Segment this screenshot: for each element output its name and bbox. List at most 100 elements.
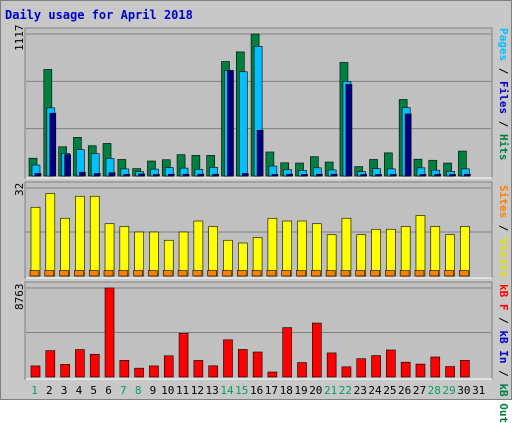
pages-bar [153, 174, 160, 177]
visits-bar [415, 215, 426, 277]
bot-max-label: 8763 [13, 283, 26, 311]
visits-bar [104, 223, 115, 277]
sites-bar [281, 270, 292, 277]
sites-bar [311, 270, 321, 277]
sites-bar [29, 270, 40, 277]
day-tick-label: 24 [368, 384, 382, 397]
pages-bar [286, 173, 294, 177]
visits-bar [430, 226, 441, 277]
kbf-bar [149, 365, 159, 378]
sites-bar [74, 270, 84, 277]
day-tick-label: 28 [428, 384, 441, 397]
visits-bar [89, 195, 100, 277]
sites-bar [103, 270, 114, 277]
pages-bar [271, 174, 279, 177]
day-tick-label: 12 [191, 384, 204, 397]
visits-bar [134, 231, 144, 277]
pages-bar [241, 173, 249, 177]
kbf-bar [386, 349, 396, 378]
kbf-bar [30, 365, 41, 378]
visits-bar [193, 220, 204, 277]
sites-bar [118, 270, 129, 277]
top-max-label: 1117 [13, 24, 26, 52]
visits-bar [356, 234, 367, 277]
kbf-bar [75, 349, 85, 378]
kbf-bar [193, 360, 204, 378]
visits-bar [60, 217, 70, 277]
sites-bar [414, 270, 425, 277]
day-tick-label: 3 [61, 384, 68, 397]
day-tick-label: 16 [250, 384, 263, 397]
pages-bar [449, 174, 456, 177]
sites-bar [192, 270, 203, 277]
kbf-bar [45, 350, 56, 378]
day-tick-label: 31 [472, 384, 485, 397]
pages-bar [316, 173, 323, 177]
kbf-bar [400, 361, 411, 378]
day-tick-label: 9 [150, 384, 157, 397]
legend-kbf: kB F [497, 284, 510, 311]
chart-title: Daily usage for April 2018 [5, 8, 193, 22]
legend-sites: Sites [497, 185, 510, 219]
sites-bar [148, 270, 158, 277]
kbf-bar [237, 349, 248, 378]
pages-bar [79, 171, 86, 177]
visits-bar [312, 223, 322, 277]
day-tick-label: 4 [76, 384, 83, 397]
day-tick-label: 22 [339, 384, 352, 397]
visits-bar [45, 193, 56, 277]
day-tick-label: 1 [31, 384, 38, 397]
kbf-bar [445, 366, 455, 378]
day-tick-label: 25 [383, 384, 396, 397]
day-tick-label: 11 [176, 384, 189, 397]
sites-bar [355, 270, 366, 277]
kbf-bar [267, 371, 278, 378]
sites-bar [222, 270, 232, 277]
day-tick-label: 7 [120, 384, 127, 397]
visits-bar [75, 195, 85, 277]
pages-bar [345, 84, 353, 177]
pages-bar [434, 173, 442, 177]
bot-legend: kB F / kB In / kB Out [497, 284, 510, 423]
mid-max-label: 32 [13, 182, 26, 196]
kbf-bar [430, 356, 441, 378]
pages-bar [34, 173, 42, 177]
pages-bar [167, 173, 175, 177]
sites-bar [177, 270, 188, 277]
pages-bar [64, 154, 71, 177]
day-tick-label: 23 [354, 384, 367, 397]
day-tick-label: 14 [220, 384, 234, 397]
pages-bar [123, 174, 131, 177]
sites-bar [296, 270, 306, 277]
sites-bar [325, 270, 336, 277]
pages-bar [301, 174, 308, 177]
visits-bar [386, 228, 396, 277]
day-tick-label: 8 [135, 384, 142, 397]
sites-bar [340, 270, 351, 277]
sites-bar [59, 270, 69, 277]
day-tick-label: 19 [294, 384, 307, 397]
pages-bar [138, 173, 145, 177]
files-bar [238, 71, 248, 177]
kbf-bar [208, 365, 218, 378]
day-tick-label: 17 [265, 384, 278, 397]
pages-bar [330, 173, 338, 177]
sites-bar [162, 270, 173, 277]
pages-bar [197, 173, 205, 177]
sites-bar [399, 270, 410, 277]
pages-bar [464, 173, 471, 177]
pages-bar [256, 129, 264, 177]
kbf-bar [104, 287, 115, 378]
kbf-bar [341, 366, 352, 378]
day-tick-label: 2 [46, 384, 53, 397]
visits-bar [282, 220, 293, 277]
sites-bar [459, 270, 469, 277]
visits-bar [119, 226, 130, 277]
legend-hits: Hits [497, 134, 510, 161]
pages-bar [49, 112, 57, 177]
pages-bar [419, 174, 427, 177]
kbf-bar [252, 351, 263, 378]
sites-bar [133, 270, 143, 277]
day-tick-label: 27 [413, 384, 426, 397]
